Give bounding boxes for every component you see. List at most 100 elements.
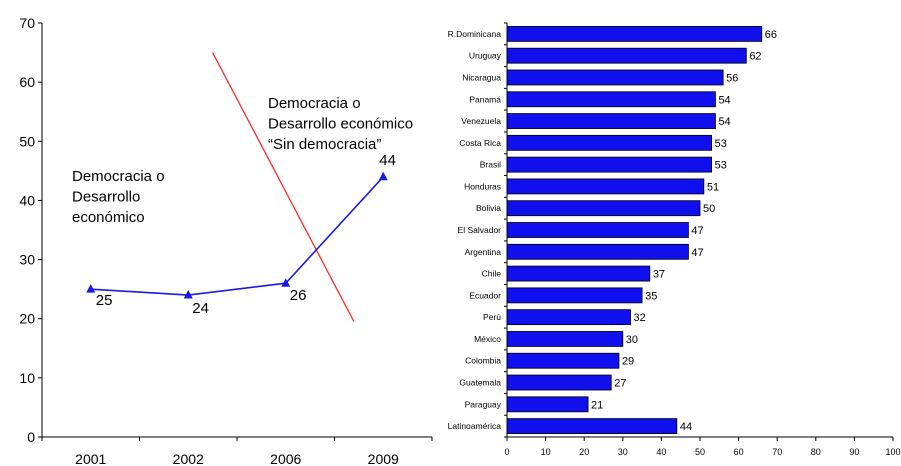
x-tick-label: 70 [772, 447, 782, 457]
data-point-marker [281, 278, 291, 287]
bar-value-label: 44 [680, 421, 692, 433]
bar [506, 396, 589, 413]
divider-line [212, 52, 355, 322]
bar [506, 331, 624, 347]
annotation-text: Democracia o Desarrollo económico “Sin dem… [268, 95, 413, 153]
category-label: Guatemala [459, 378, 501, 388]
bar [506, 69, 724, 86]
category-label: El Salvador [458, 225, 502, 235]
bar [506, 287, 643, 304]
category-label: Costa Rica [459, 138, 501, 148]
x-tick-label: 20 [579, 447, 589, 457]
bar [506, 134, 712, 151]
bar [506, 222, 689, 238]
data-label: 24 [192, 300, 209, 317]
series-line [90, 176, 384, 296]
bar-value-label: 21 [591, 399, 603, 411]
bar-value-label: 54 [718, 116, 730, 128]
annotation-line: Desarrollo [72, 189, 140, 206]
bar-value-label: 62 [749, 51, 761, 63]
annotation-line: económico [72, 209, 145, 226]
category-label: Latinoamérica [448, 421, 502, 431]
bar-value-label: 51 [707, 181, 719, 193]
y-tick-label: 10 [19, 370, 35, 386]
bar [506, 113, 716, 129]
y-tick-label: 50 [19, 133, 35, 149]
bar [506, 243, 689, 260]
annotation-text: Democracia o Desarrollo económico [72, 168, 165, 226]
bar [506, 25, 763, 42]
category-label: Ecuador [469, 290, 501, 300]
x-tick-label: 100 [885, 447, 900, 457]
category-label: R.Dominicana [448, 29, 502, 39]
bar-value-label: 27 [614, 378, 626, 390]
category-label: Chile [482, 269, 502, 279]
annotation-line: Democracia o [268, 95, 361, 112]
x-tick-label: 50 [695, 447, 705, 457]
y-tick-label: 0 [27, 429, 35, 445]
data-label: 44 [379, 152, 396, 169]
y-tick-label: 30 [19, 252, 35, 268]
bar-value-label: 53 [715, 138, 727, 150]
bar [506, 374, 612, 391]
y-tick-label: 60 [19, 74, 35, 90]
category-label: Nicaragua [462, 72, 501, 82]
x-tick-label: 2001 [75, 451, 106, 466]
y-tick-label: 20 [19, 311, 35, 327]
annotation-line: “Sin democracia” [268, 136, 381, 153]
bar [506, 352, 620, 369]
bar [506, 47, 747, 64]
bar [506, 178, 705, 195]
x-tick-label: 2002 [173, 451, 204, 466]
category-label: Venezuela [461, 116, 501, 126]
category-label: Paraguay [465, 399, 502, 409]
category-label: Colombia [465, 356, 501, 366]
bar-value-label: 30 [626, 334, 638, 346]
category-label: Bolivia [476, 203, 501, 213]
category-label: México [474, 334, 501, 344]
bar-value-label: 54 [718, 94, 730, 106]
y-tick-label: 70 [19, 15, 35, 31]
bar [506, 91, 716, 108]
bar [506, 156, 712, 173]
annotation-line: Democracia o [72, 168, 165, 185]
x-tick-label: 2006 [270, 451, 301, 466]
category-label: Perú [483, 312, 501, 322]
data-label: 26 [290, 287, 307, 304]
data-point-marker [183, 290, 193, 299]
bar-value-label: 32 [634, 312, 646, 324]
data-point-marker [86, 284, 96, 293]
bar-value-label: 56 [726, 72, 738, 84]
category-label: Brasil [480, 160, 501, 170]
bar-value-label: 47 [691, 225, 703, 237]
bar [506, 309, 631, 326]
x-tick-label: 30 [618, 447, 628, 457]
bar-value-label: 37 [653, 269, 665, 281]
category-label: Panamá [469, 94, 501, 104]
y-tick-label: 40 [19, 192, 35, 208]
bar-value-label: 53 [715, 160, 727, 172]
bar-value-label: 50 [703, 203, 715, 215]
x-tick-label: 40 [656, 447, 666, 457]
x-tick-label: 60 [734, 447, 744, 457]
bar-value-label: 66 [765, 29, 777, 41]
bar [506, 418, 678, 435]
category-label: Honduras [464, 181, 501, 191]
bar [506, 200, 701, 217]
data-point-marker [378, 171, 388, 181]
category-label: Uruguay [469, 51, 502, 61]
annotation-line: Desarrollo económico [268, 116, 413, 133]
bar-chart: 0 10 20 30 40 50 60 70 80 90 100 R.Dominicana 66 Urug… [448, 22, 901, 457]
x-tick-label: 90 [849, 447, 859, 457]
data-label: 25 [96, 292, 113, 309]
bar-value-label: 35 [645, 290, 657, 302]
x-tick-label: 0 [504, 447, 509, 457]
x-tick-label: 10 [541, 447, 551, 457]
x-tick-label: 80 [811, 447, 821, 457]
bar-value-label: 29 [622, 356, 634, 368]
x-tick-label: 2009 [368, 451, 399, 466]
bar-value-label: 47 [691, 247, 703, 259]
category-label: Argentina [465, 247, 502, 257]
